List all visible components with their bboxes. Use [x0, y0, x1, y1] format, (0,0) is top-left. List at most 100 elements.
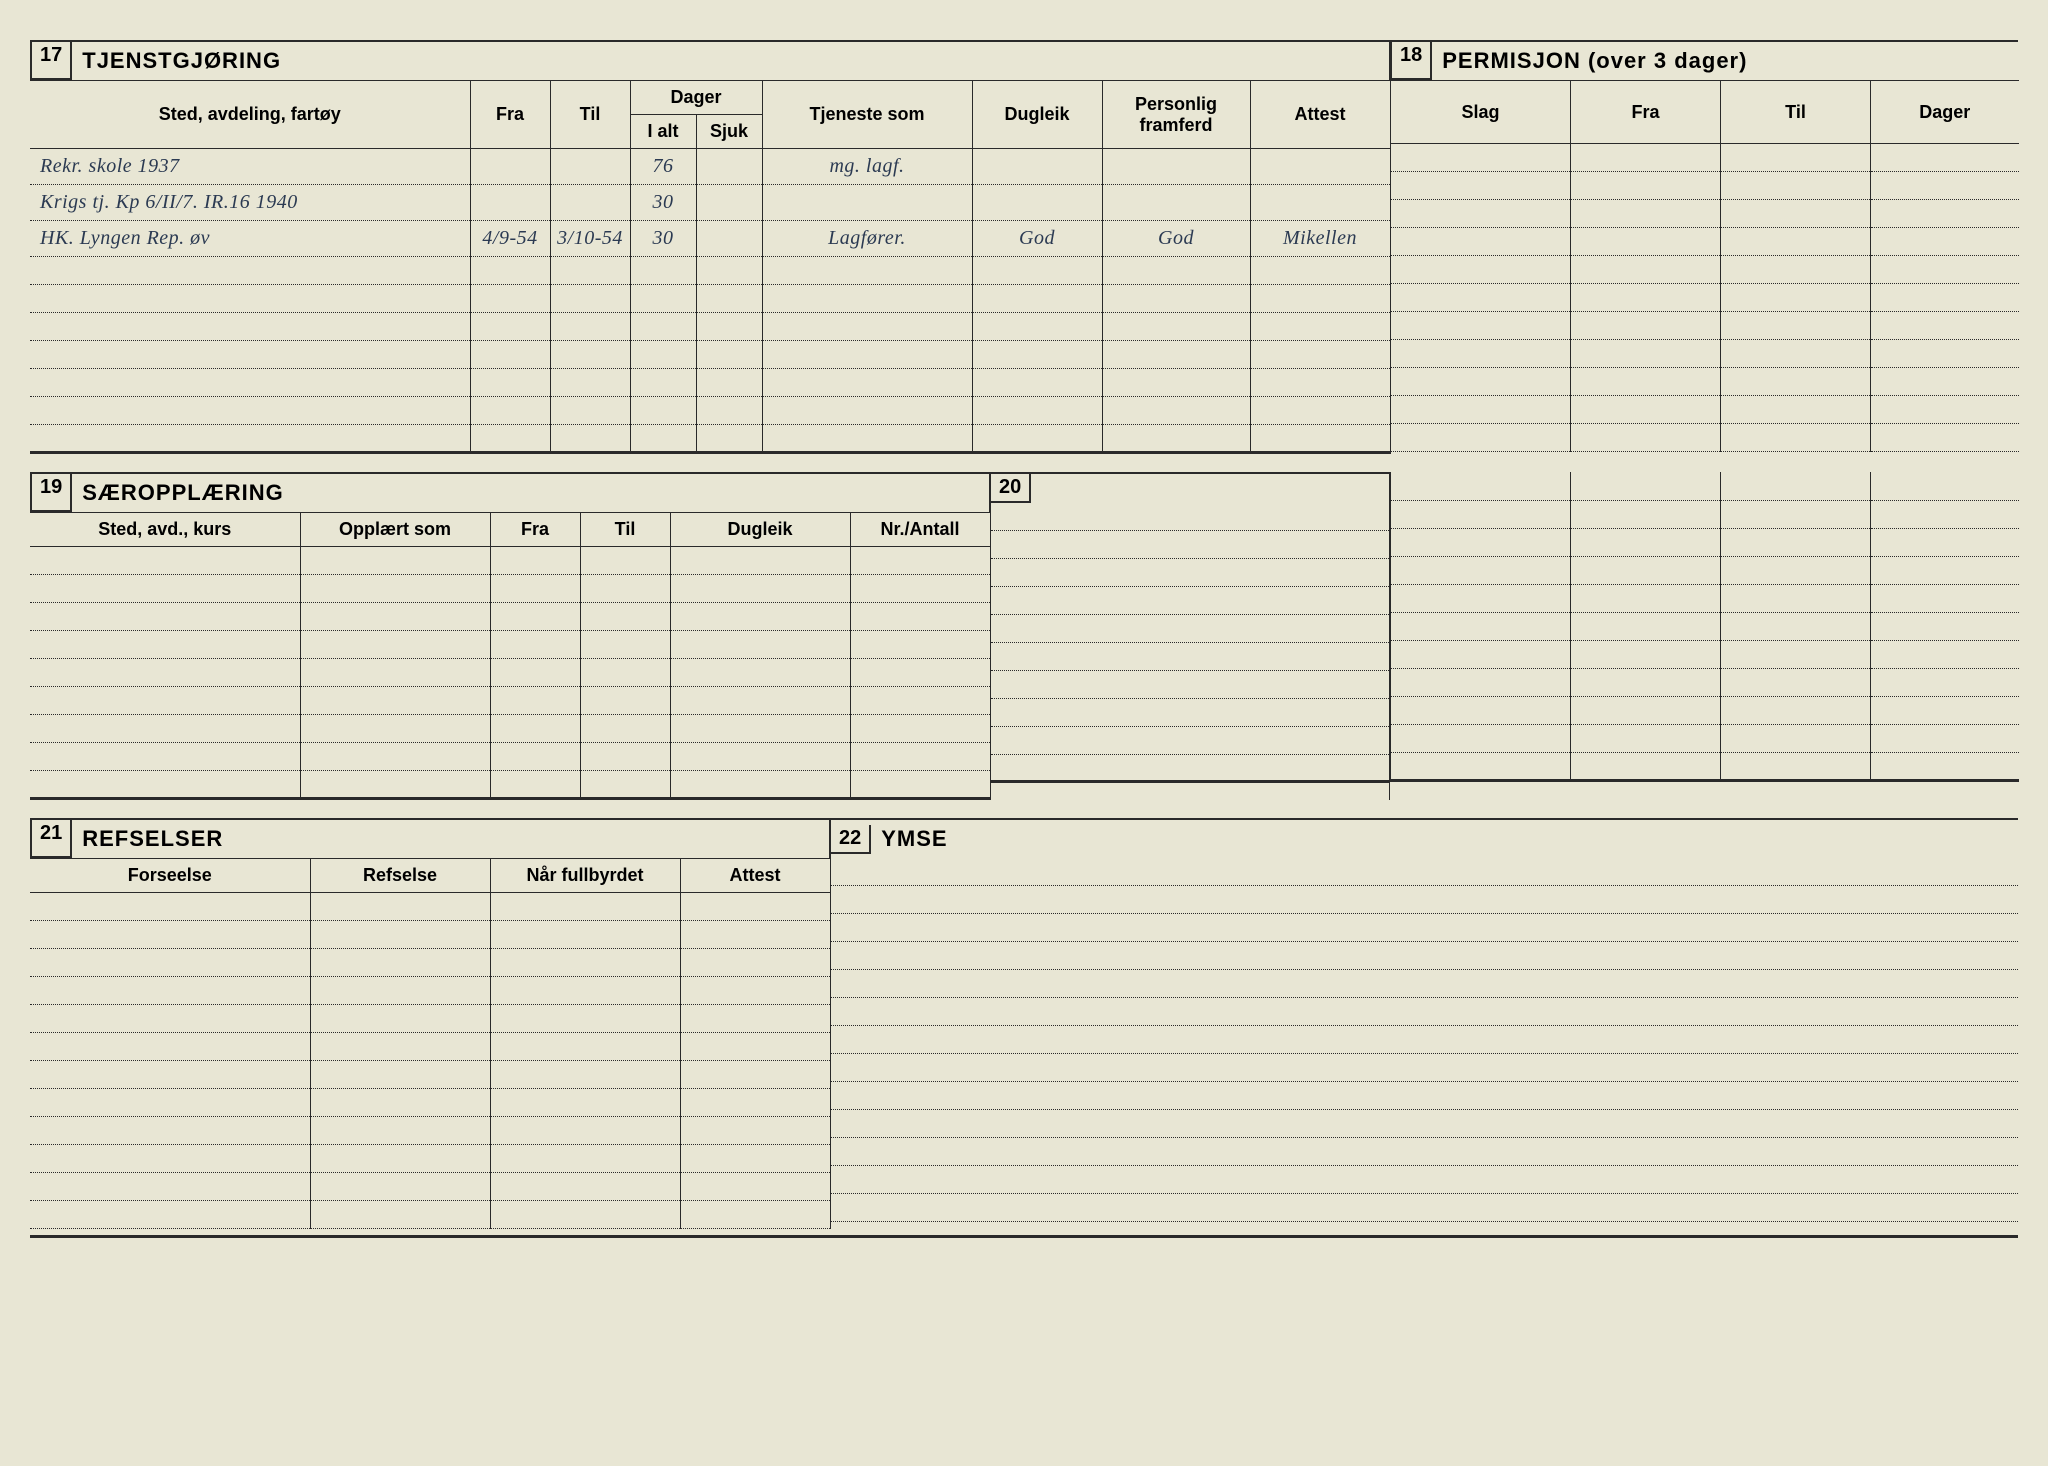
cell	[1871, 584, 2019, 612]
cell	[30, 743, 300, 771]
cell	[670, 687, 850, 715]
cell	[850, 659, 990, 687]
cell-attest	[1250, 149, 1390, 185]
cell-til	[550, 149, 630, 185]
cell	[1391, 144, 1571, 172]
cell-tjeneste: Lagfører.	[762, 221, 972, 257]
cell-tjeneste	[762, 397, 972, 425]
cell	[1721, 472, 1871, 500]
cell	[1721, 144, 1871, 172]
cell-dugleik	[972, 185, 1102, 221]
table-18: Slag Fra Til Dager	[1390, 80, 2019, 452]
cell	[490, 771, 580, 799]
cell	[30, 893, 310, 921]
cell	[1391, 284, 1571, 312]
table-row	[30, 257, 1390, 285]
col-attest: Attest	[1250, 81, 1390, 149]
cell	[30, 575, 300, 603]
col-fra: Fra	[470, 81, 550, 149]
section-number-20: 20	[991, 474, 1031, 503]
col19-fra: Fra	[490, 513, 580, 547]
cell	[1391, 696, 1571, 724]
cell	[1571, 696, 1721, 724]
cell	[310, 1173, 490, 1201]
ruled-line	[831, 1138, 2018, 1166]
cell	[1721, 312, 1871, 340]
cell	[490, 949, 680, 977]
ruled-line	[991, 643, 1389, 671]
cell	[310, 1033, 490, 1061]
cell	[1571, 668, 1721, 696]
cell-attest	[1250, 397, 1390, 425]
cell	[310, 1201, 490, 1229]
cell	[580, 771, 670, 799]
cell	[680, 1033, 830, 1061]
section-title-21: REFSELSER	[72, 820, 830, 858]
table-row	[30, 425, 1390, 453]
table-row	[1391, 640, 2019, 668]
cell	[1721, 340, 1871, 368]
cell	[490, 575, 580, 603]
cell-framferd	[1102, 397, 1250, 425]
ruled-line	[991, 755, 1389, 783]
ruled-line	[831, 858, 2018, 886]
table-row	[1391, 668, 2019, 696]
table-row	[1391, 752, 2019, 780]
table-row	[1391, 256, 2019, 284]
col19-opplart: Opplært som	[300, 513, 490, 547]
cell	[1391, 340, 1571, 368]
cell-fra	[470, 257, 550, 285]
table-row	[30, 977, 830, 1005]
cell-sjuk	[696, 257, 762, 285]
cell-dugleik	[972, 425, 1102, 453]
cell	[30, 547, 300, 575]
table-row	[30, 285, 1390, 313]
cell	[1721, 640, 1871, 668]
cell	[1871, 228, 2019, 256]
cell	[490, 893, 680, 921]
cell-attest	[1250, 313, 1390, 341]
section-title-19: SÆROPPLÆRING	[72, 474, 990, 512]
table-row	[30, 659, 990, 687]
cell	[1721, 228, 1871, 256]
section-number-19: 19	[30, 474, 72, 512]
cell-dugleik	[972, 341, 1102, 369]
cell	[1871, 396, 2019, 424]
cell-sted: HK. Lyngen Rep. øv	[30, 221, 470, 257]
cell	[310, 1089, 490, 1117]
ruled-line	[991, 559, 1389, 587]
ruled-line	[831, 970, 2018, 998]
ruled-line	[831, 942, 2018, 970]
cell	[1571, 256, 1721, 284]
col19-nr: Nr./Antall	[850, 513, 990, 547]
cell	[30, 977, 310, 1005]
cell	[310, 921, 490, 949]
cell	[1391, 228, 1571, 256]
cell	[850, 547, 990, 575]
cell-ialt	[630, 397, 696, 425]
table-row	[30, 631, 990, 659]
cell	[1871, 200, 2019, 228]
cell	[1871, 340, 2019, 368]
cell-sjuk	[696, 185, 762, 221]
cell	[670, 631, 850, 659]
cell	[580, 687, 670, 715]
cell	[30, 659, 300, 687]
cell	[580, 631, 670, 659]
cell-attest	[1250, 341, 1390, 369]
cell-til	[550, 425, 630, 453]
ruled-line	[991, 727, 1389, 755]
cell-ialt: 76	[630, 149, 696, 185]
cell	[300, 547, 490, 575]
table-row	[30, 1061, 830, 1089]
cell	[30, 1117, 310, 1145]
ruled-line	[831, 1194, 2018, 1222]
cell	[1571, 312, 1721, 340]
cell	[850, 631, 990, 659]
cell-tjeneste	[762, 185, 972, 221]
cell	[490, 1117, 680, 1145]
cell	[490, 1145, 680, 1173]
cell	[1391, 172, 1571, 200]
cell	[680, 977, 830, 1005]
cell	[1721, 556, 1871, 584]
